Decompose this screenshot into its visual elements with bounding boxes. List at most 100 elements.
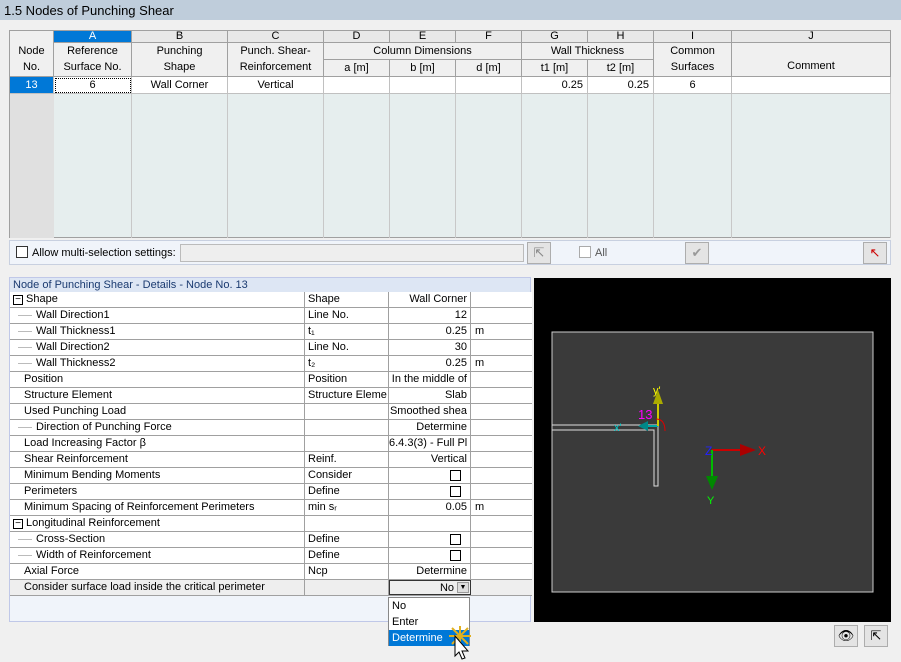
detail-row[interactable]: Shear Reinforcement Reinf. Vertical <box>10 452 532 468</box>
detail-row[interactable]: Wall Thickness1 t₁ 0.25 m <box>10 324 532 340</box>
detail-value-cell[interactable]: 0.25 <box>389 356 471 371</box>
detail-checkbox[interactable] <box>450 469 461 481</box>
detail-value-cell[interactable]: Slab <box>389 388 471 403</box>
detail-row[interactable]: − Shape Shape Wall Corner <box>10 292 532 308</box>
detail-value-cell[interactable]: Determine <box>389 564 471 579</box>
detail-checkbox[interactable] <box>450 549 461 561</box>
detail-row[interactable]: Used Punching Load Smoothed shea <box>10 404 532 420</box>
view-button[interactable]: 👁 <box>834 625 858 647</box>
dropdown-option[interactable]: Enter <box>392 616 419 628</box>
column-letter-A[interactable]: A <box>54 31 132 43</box>
select-button[interactable]: ⇱ <box>864 625 888 647</box>
y-local-axis-arrow <box>653 390 663 404</box>
apply-check-button[interactable]: ✔ <box>685 242 709 264</box>
header-line: Common <box>670 45 715 57</box>
detail-value-cell[interactable]: In the middle of <box>389 372 471 387</box>
detail-value-cell[interactable] <box>389 468 471 483</box>
detail-row[interactable]: Load Increasing Factor β 6.4.3(3) - Full … <box>10 436 532 452</box>
column-header-I[interactable]: Common Surfaces <box>654 43 732 77</box>
detail-name: Position <box>10 372 305 387</box>
detail-value-cell[interactable]: No ▼ <box>389 580 471 595</box>
table-cell-E[interactable] <box>390 77 456 94</box>
detail-checkbox[interactable] <box>450 533 461 545</box>
column-header-G[interactable]: t1 [m] <box>522 60 588 77</box>
detail-row[interactable]: Direction of Punching Force Determine <box>10 420 532 436</box>
column-header-C[interactable]: Punch. Shear- Reinforcement <box>228 43 324 77</box>
dropdown-option[interactable]: Determine <box>389 630 469 646</box>
column-header-D[interactable]: a [m] <box>324 60 390 77</box>
detail-label: Minimum Bending Moments <box>24 469 161 481</box>
column-divider <box>323 94 324 238</box>
select-in-graphic-button[interactable]: ↖ <box>863 242 887 264</box>
table-cell-node[interactable]: 13 <box>10 77 54 94</box>
table-cell-I[interactable]: 6 <box>654 77 732 94</box>
all-checkbox[interactable] <box>579 246 591 259</box>
detail-row[interactable]: Width of Reinforcement Define <box>10 548 532 564</box>
detail-value-cell[interactable]: 12 <box>389 308 471 323</box>
column-letter-J[interactable]: J <box>732 31 891 43</box>
table-cell-F[interactable] <box>456 77 522 94</box>
detail-row[interactable]: Perimeters Define <box>10 484 532 500</box>
detail-value-cell[interactable]: Determine <box>389 420 471 435</box>
detail-row[interactable]: Wall Direction2 Line No. 30 <box>10 340 532 356</box>
detail-value: Slab <box>444 389 467 401</box>
column-letter-D[interactable]: D <box>324 31 390 43</box>
detail-row[interactable]: Minimum Spacing of Reinforcement Perimet… <box>10 500 532 516</box>
column-letter-I[interactable]: I <box>654 31 732 43</box>
detail-checkbox[interactable] <box>450 485 461 497</box>
detail-value-cell[interactable] <box>389 548 471 563</box>
detail-value-cell[interactable] <box>389 532 471 547</box>
column-letter-G[interactable]: G <box>522 31 588 43</box>
column-header-J[interactable]: Comment <box>732 43 891 77</box>
column-header-F[interactable]: d [m] <box>456 60 522 77</box>
column-header-A[interactable]: Reference Surface No. <box>54 43 132 77</box>
detail-value-cell[interactable]: 6.4.3(3) - Full Pl <box>389 436 471 451</box>
detail-unit <box>471 516 532 531</box>
column-letter-H[interactable]: H <box>588 31 654 43</box>
column-letter-C[interactable]: C <box>228 31 324 43</box>
collapse-icon[interactable]: − <box>13 295 23 305</box>
detail-row[interactable]: Structure Element Structure Eleme Slab <box>10 388 532 404</box>
graphics-view[interactable]: x' y' 13 X Y Z <box>534 278 891 622</box>
multi-selection-checkbox[interactable] <box>16 246 28 259</box>
table-cell-C[interactable]: Vertical <box>228 77 324 94</box>
dropdown-option[interactable]: No <box>392 600 407 612</box>
details-title: Node of Punching Shear - Details - Node … <box>10 278 530 292</box>
collapse-icon[interactable]: − <box>13 519 23 529</box>
column-header-E[interactable]: b [m] <box>390 60 456 77</box>
detail-row[interactable]: Minimum Bending Moments Consider <box>10 468 532 484</box>
detail-value-cell[interactable]: 0.25 <box>389 324 471 339</box>
detail-value-cell[interactable] <box>389 484 471 499</box>
column-letter-E[interactable]: E <box>390 31 456 43</box>
table-cell-B[interactable]: Wall Corner <box>132 77 228 94</box>
detail-row[interactable]: Wall Direction1 Line No. 12 <box>10 308 532 324</box>
detail-name: Load Increasing Factor β <box>10 436 305 451</box>
column-header-H[interactable]: t2 [m] <box>588 60 654 77</box>
column-header-B[interactable]: Punching Shape <box>132 43 228 77</box>
detail-value-cell[interactable]: 30 <box>389 340 471 355</box>
detail-value-cell[interactable] <box>389 516 471 531</box>
table-cell-J[interactable] <box>732 77 891 94</box>
multi-selection-field[interactable] <box>180 244 524 262</box>
column-letter-F[interactable]: F <box>456 31 522 43</box>
pick-button[interactable]: ⇱ <box>527 242 551 264</box>
detail-row[interactable]: Axial Force Ncp Determine <box>10 564 532 580</box>
detail-unit <box>471 580 532 595</box>
detail-value-cell[interactable]: 0.05 <box>389 500 471 515</box>
detail-value-cell[interactable]: Vertical <box>389 452 471 467</box>
column-letter-B[interactable]: B <box>132 31 228 43</box>
detail-combobox[interactable]: No ▼ <box>389 580 471 595</box>
table-cell-H[interactable]: 0.25 <box>588 77 654 94</box>
table-cell-D[interactable] <box>324 77 390 94</box>
detail-row[interactable]: Consider surface load inside the critica… <box>10 580 532 596</box>
chevron-down-icon[interactable]: ▼ <box>457 582 469 593</box>
detail-row[interactable]: Wall Thickness2 t₂ 0.25 m <box>10 356 532 372</box>
detail-value: 6.4.3(3) - Full Pl <box>389 437 468 449</box>
detail-row[interactable]: Cross-Section Define <box>10 532 532 548</box>
detail-row[interactable]: Position Position In the middle of <box>10 372 532 388</box>
table-cell-G[interactable]: 0.25 <box>522 77 588 94</box>
table-cell-A[interactable]: 6 <box>54 77 132 94</box>
detail-row[interactable]: − Longitudinal Reinforcement <box>10 516 532 532</box>
detail-value-cell[interactable]: Wall Corner <box>389 292 471 307</box>
detail-value-cell[interactable]: Smoothed shea <box>389 404 471 419</box>
